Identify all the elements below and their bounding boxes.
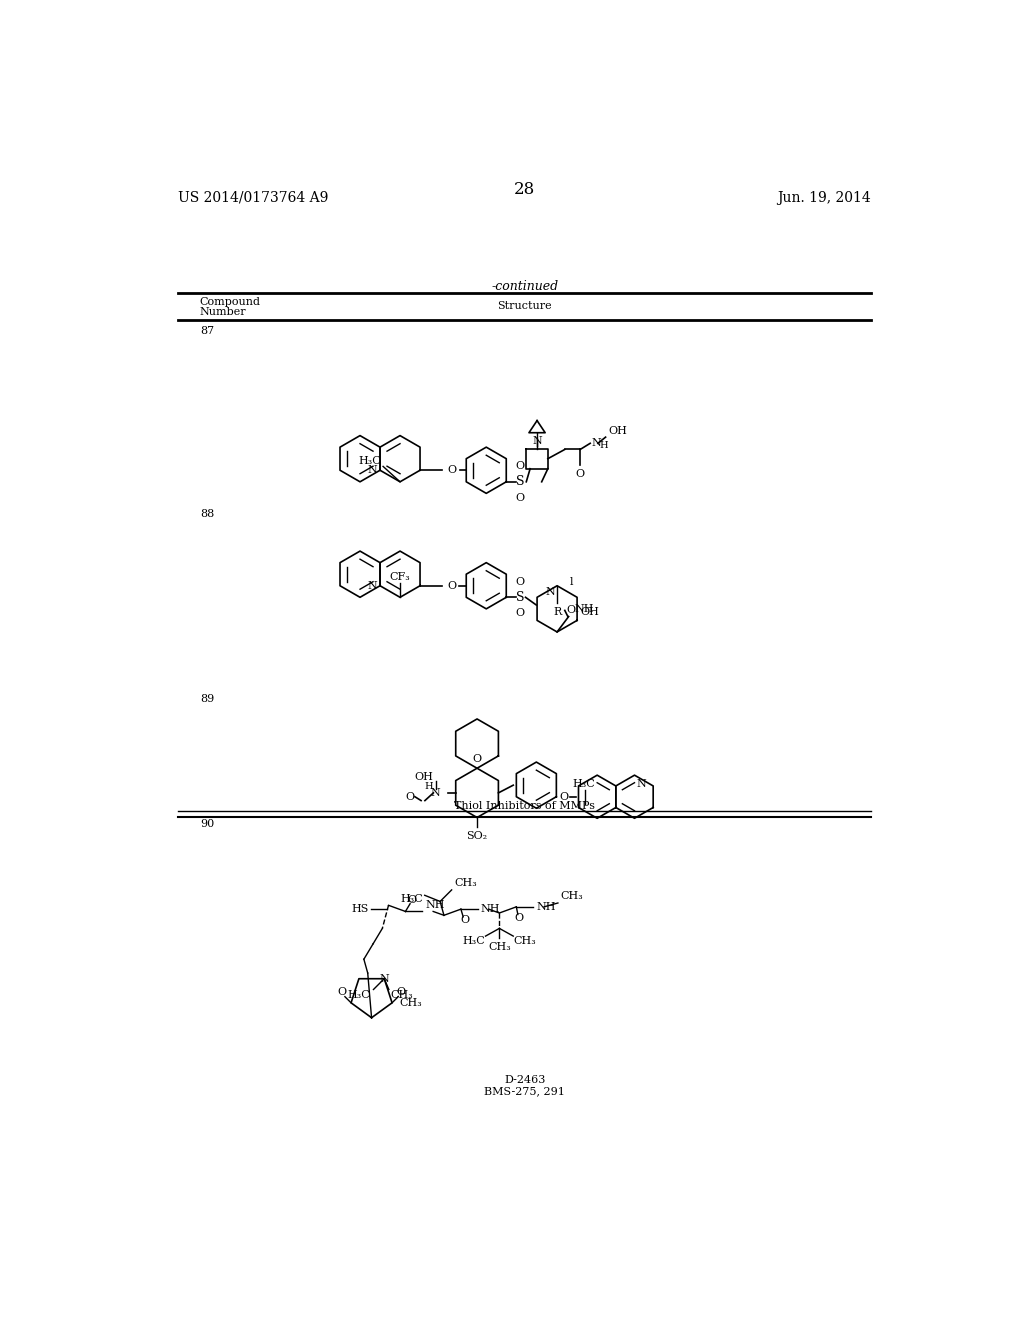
Text: R: R: [553, 607, 561, 618]
Text: Jun. 19, 2014: Jun. 19, 2014: [777, 190, 871, 205]
Text: H: H: [599, 441, 608, 450]
Text: O: O: [447, 465, 457, 475]
Text: 28: 28: [514, 181, 536, 198]
Text: 88: 88: [200, 508, 214, 519]
Text: OH: OH: [608, 425, 628, 436]
Text: SO₂: SO₂: [467, 832, 487, 841]
Text: H₃C: H₃C: [572, 779, 595, 789]
Text: CH₃: CH₃: [455, 878, 477, 888]
Text: N: N: [546, 587, 556, 597]
Text: Thiol Inhibitors of MMPs: Thiol Inhibitors of MMPs: [455, 801, 595, 810]
Text: CH₃: CH₃: [560, 891, 583, 902]
Text: S: S: [516, 475, 524, 488]
Text: O: O: [337, 986, 346, 997]
Text: S: S: [516, 591, 524, 603]
Text: O: O: [515, 461, 524, 471]
Text: -continued: -continued: [492, 280, 558, 293]
Text: O: O: [559, 792, 568, 801]
Text: HS: HS: [352, 904, 370, 915]
Text: CH₃: CH₃: [390, 990, 413, 1001]
Text: O: O: [566, 606, 575, 615]
Text: N: N: [430, 788, 440, 797]
Text: N: N: [368, 465, 378, 475]
Text: O: O: [460, 915, 469, 925]
Text: US 2014/0173764 A9: US 2014/0173764 A9: [178, 190, 329, 205]
Text: O: O: [575, 469, 585, 479]
Text: NH: NH: [425, 900, 445, 909]
Text: O: O: [408, 895, 416, 906]
Text: Structure: Structure: [498, 301, 552, 310]
Text: NH: NH: [574, 603, 594, 614]
Text: H₃C: H₃C: [463, 936, 485, 946]
Text: O: O: [514, 913, 523, 923]
Text: D-2463: D-2463: [504, 1074, 546, 1085]
Text: O: O: [447, 581, 457, 591]
Text: Compound: Compound: [200, 297, 261, 308]
Text: 90: 90: [200, 818, 214, 829]
Text: O: O: [396, 986, 406, 997]
Text: O: O: [515, 609, 524, 618]
Text: CF₃: CF₃: [390, 572, 411, 582]
Text: CH₃: CH₃: [488, 942, 511, 952]
Text: O: O: [515, 492, 524, 503]
Text: N: N: [636, 779, 646, 789]
Text: CH₃: CH₃: [399, 998, 423, 1008]
Text: BMS-275, 291: BMS-275, 291: [484, 1086, 565, 1096]
Text: N: N: [379, 974, 389, 983]
Text: NH: NH: [481, 904, 501, 915]
Text: l: l: [569, 577, 572, 587]
Text: 89: 89: [200, 693, 214, 704]
Text: N: N: [592, 438, 601, 449]
Text: CH₃: CH₃: [513, 936, 536, 946]
Text: O: O: [515, 577, 524, 586]
Text: H₃C: H₃C: [347, 990, 371, 1001]
Text: OH: OH: [581, 607, 599, 616]
Text: H: H: [425, 783, 433, 791]
Text: OH: OH: [415, 772, 433, 783]
Text: NH: NH: [537, 902, 556, 912]
Text: H₃C: H₃C: [400, 894, 423, 904]
Text: O: O: [406, 792, 415, 801]
Text: Number: Number: [200, 308, 247, 317]
Text: H₃C: H₃C: [358, 455, 382, 466]
Text: O: O: [472, 755, 481, 764]
Text: 87: 87: [200, 326, 214, 337]
Text: N: N: [532, 437, 542, 446]
Text: N: N: [368, 581, 378, 591]
